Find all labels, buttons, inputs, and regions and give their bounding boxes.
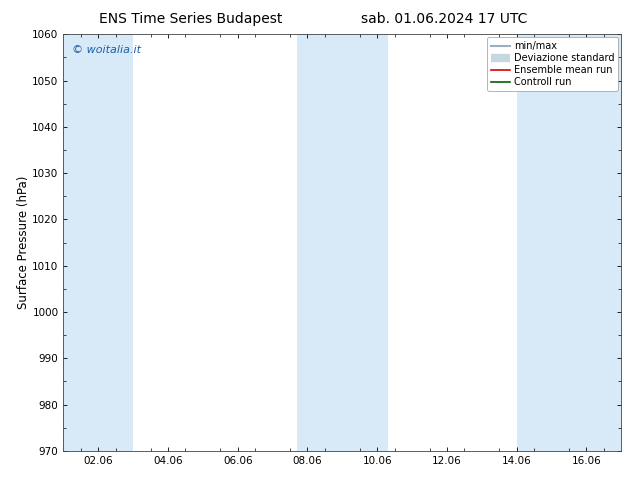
Text: sab. 01.06.2024 17 UTC: sab. 01.06.2024 17 UTC [361,12,527,26]
Bar [63,34,133,451]
Text: ENS Time Series Budapest: ENS Time Series Budapest [98,12,282,26]
Text: © woitalia.it: © woitalia.it [72,45,141,55]
Y-axis label: Surface Pressure (hPa): Surface Pressure (hPa) [16,176,30,309]
Legend: min/max, Deviazione standard, Ensemble mean run, Controll run: min/max, Deviazione standard, Ensemble m… [487,37,618,91]
Bar [517,34,621,451]
Bar [297,34,388,451]
